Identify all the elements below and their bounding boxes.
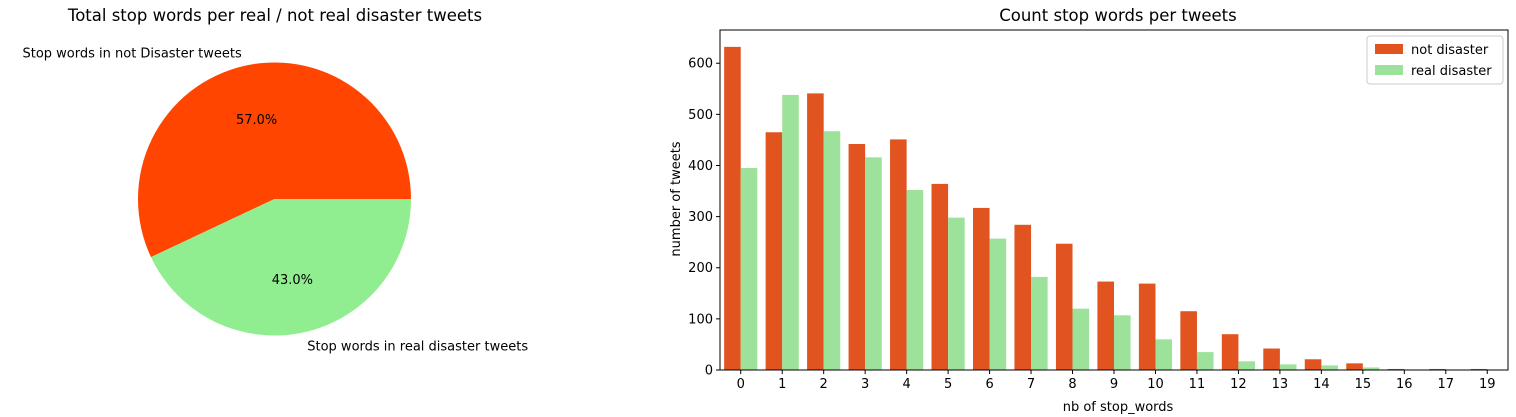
x-tick-label: 10 (1147, 377, 1164, 392)
pie-chart: Total stop words per real / not real dis… (22, 6, 528, 355)
bar (890, 139, 907, 370)
legend-swatch (1375, 44, 1403, 54)
bar (1238, 361, 1256, 370)
x-tick-label: 11 (1189, 377, 1206, 392)
bar (1263, 348, 1280, 370)
y-tick-label: 200 (688, 261, 713, 276)
bar (1279, 364, 1297, 370)
pie-slice (137, 62, 411, 258)
bar (724, 46, 741, 370)
bar (1387, 368, 1405, 370)
bar (823, 131, 841, 370)
y-tick-label: 0 (705, 364, 713, 379)
bar (1362, 367, 1380, 370)
bar (1114, 315, 1131, 370)
legend-label: not disaster (1411, 43, 1489, 58)
bar-title: Count stop words per tweets (999, 6, 1237, 25)
pie-slice-label: Stop words in real disaster tweets (307, 340, 528, 355)
y-tick-label: 400 (688, 159, 713, 174)
bar (1304, 359, 1322, 370)
bar (1055, 243, 1073, 370)
bar (989, 238, 1007, 370)
x-tick-label: 2 (820, 377, 828, 392)
legend-swatch (1375, 65, 1403, 75)
pie-percent-label: 43.0% (272, 273, 313, 288)
pie-slice (150, 199, 412, 336)
x-tick-label: 0 (737, 377, 745, 392)
x-tick-label: 17 (1438, 377, 1455, 392)
bar (848, 144, 866, 370)
x-tick-label: 7 (1027, 377, 1035, 392)
bar (1097, 281, 1114, 370)
x-tick-label: 13 (1272, 377, 1289, 392)
x-tick-label: 14 (1313, 377, 1330, 392)
bar (1031, 276, 1048, 370)
x-tick-label: 1 (778, 377, 786, 392)
y-tick-label: 300 (688, 210, 713, 225)
bar-x-axis-label: nb of stop_words (1063, 400, 1174, 415)
bar (740, 168, 758, 370)
bar (1470, 368, 1488, 370)
x-tick-label: 15 (1355, 377, 1372, 392)
bar (1346, 363, 1363, 370)
y-tick-label: 500 (688, 108, 713, 123)
x-tick-label: 8 (1068, 377, 1076, 392)
bar (1155, 339, 1173, 370)
bar (931, 183, 949, 370)
bar (1429, 368, 1446, 370)
bar (972, 207, 990, 370)
bar (906, 190, 924, 370)
bar (1196, 352, 1214, 370)
y-tick-label: 100 (688, 312, 713, 327)
pie-percent-label: 57.0% (236, 113, 277, 128)
bar-chart: Count stop words per tweets nb of stop_w… (669, 6, 1509, 415)
y-tick-label: 600 (688, 57, 713, 72)
bar (1138, 283, 1156, 370)
bar (765, 132, 783, 370)
pie-slice-label: Stop words in not Disaster tweets (22, 46, 241, 61)
x-tick-label: 5 (944, 377, 952, 392)
x-tick-label: 16 (1396, 377, 1413, 392)
pie-title: Total stop words per real / not real dis… (67, 6, 482, 25)
bar (1321, 365, 1338, 370)
bar (948, 217, 965, 370)
bar (782, 94, 799, 371)
bar (1180, 311, 1197, 370)
bar (807, 93, 824, 370)
legend-label: real disaster (1411, 64, 1492, 79)
x-tick-label: 6 (985, 377, 993, 392)
x-tick-label: 9 (1110, 377, 1118, 392)
x-tick-label: 3 (861, 377, 869, 392)
bar (1221, 334, 1239, 370)
bar (865, 157, 882, 370)
bar-y-axis-label: number of tweets (669, 141, 684, 256)
bar (1072, 308, 1090, 370)
x-tick-label: 19 (1479, 377, 1496, 392)
x-tick-label: 4 (902, 377, 910, 392)
x-tick-label: 12 (1230, 377, 1247, 392)
bar (1014, 224, 1032, 370)
